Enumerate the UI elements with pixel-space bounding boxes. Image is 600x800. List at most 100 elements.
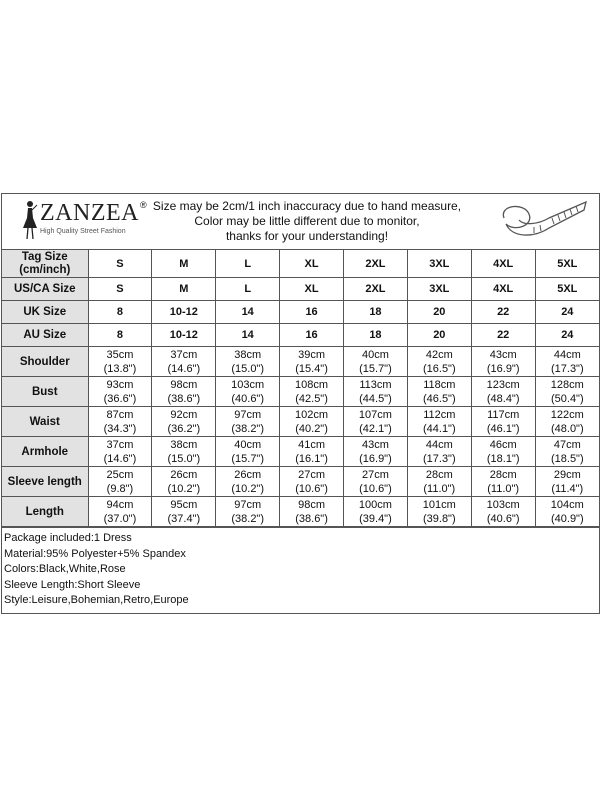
cm-value: 44cm bbox=[553, 348, 581, 361]
size-cell: XL bbox=[279, 250, 344, 278]
row-label: Waist bbox=[2, 406, 89, 437]
cm-value: 35cm bbox=[106, 348, 134, 361]
inch-value: (18.5") bbox=[550, 452, 584, 465]
cm-value: 98cm bbox=[170, 378, 198, 391]
measurement-cell: 27cm (10.6") bbox=[279, 466, 344, 497]
measurement-cell: 29cm (11.4") bbox=[534, 466, 599, 497]
cm-value: 103cm bbox=[231, 378, 265, 391]
size-cell: 22 bbox=[470, 323, 536, 347]
brand-logo: ZANZEA ® High Quality Street Fashion bbox=[22, 200, 157, 244]
cm-value: 38cm bbox=[234, 348, 262, 361]
inch-value: (38.6") bbox=[295, 512, 328, 525]
cm-value: 43cm bbox=[361, 438, 389, 451]
size-cell: 14 bbox=[215, 323, 281, 347]
measurement-cell: 100cm (39.4") bbox=[343, 496, 408, 527]
cm-value: 39cm bbox=[298, 348, 326, 361]
measurement-cell: 26cm (10.2") bbox=[215, 466, 281, 497]
cm-value: 113cm bbox=[359, 378, 392, 391]
cm-value: 37cm bbox=[170, 348, 198, 361]
inch-value: (17.3") bbox=[550, 362, 584, 375]
cm-value: 103cm bbox=[486, 498, 520, 511]
inch-value: (42.5") bbox=[295, 392, 328, 405]
size-cell: 8 bbox=[87, 323, 153, 347]
inch-value: (10.6") bbox=[295, 482, 328, 495]
measurement-cell: 122cm (48.0") bbox=[534, 406, 599, 437]
measurement-cell: 102cm (40.2") bbox=[279, 406, 344, 437]
measurement-cell: 93cm (36.6") bbox=[87, 376, 153, 407]
brand-name: ZANZEA bbox=[40, 200, 139, 226]
cm-value: 97cm bbox=[234, 498, 262, 511]
cm-value: 28cm bbox=[489, 468, 517, 481]
measurement-cell: 97cm (38.2") bbox=[215, 406, 281, 437]
info-line: Material:95% Polyester+5% Spandex bbox=[4, 547, 186, 560]
inch-value: (39.8") bbox=[422, 512, 456, 525]
cm-value: 98cm bbox=[298, 498, 326, 511]
size-cell: 4XL bbox=[470, 250, 536, 278]
measurement-row: Bust 93cm (36.6") 98cm (38.6") 103cm (40.6") 10… bbox=[2, 376, 599, 407]
inch-value: (15.4") bbox=[295, 362, 328, 375]
measurement-cell: 35cm (13.8") bbox=[87, 346, 153, 377]
size-cell: 5XL bbox=[534, 250, 599, 278]
inch-value: (15.7") bbox=[359, 362, 392, 375]
inch-value: (10.2") bbox=[167, 482, 201, 495]
brand-text: ZANZEA ® High Quality Street Fashion bbox=[40, 200, 147, 236]
size-cell: S bbox=[87, 250, 153, 278]
cm-value: 108cm bbox=[295, 378, 329, 391]
measurement-cell: 47cm (18.5") bbox=[534, 436, 599, 467]
measurement-row: Armhole 37cm (14.6") 38cm (15.0") 40cm (15.7")… bbox=[2, 436, 599, 467]
measurement-notice: Size may be 2cm/1 inch inaccuracy due to… bbox=[142, 199, 472, 244]
inch-value: (38.6") bbox=[167, 392, 201, 405]
size-cell: M bbox=[151, 250, 217, 278]
cm-value: 40cm bbox=[361, 348, 389, 361]
measurement-cell: 42cm (16.5") bbox=[406, 346, 472, 377]
measurement-cell: 104cm (40.9") bbox=[534, 496, 599, 527]
measurement-cell: 38cm (15.0") bbox=[215, 346, 281, 377]
chart-header: ZANZEA ® High Quality Street Fashion Siz… bbox=[2, 194, 599, 250]
row-label: Bust bbox=[2, 376, 89, 407]
inch-value: (40.6") bbox=[486, 512, 520, 525]
size-table: Tag Size (cm/inch) S M L XL 2XL 3XL 4XL 5XL US/CA… bbox=[2, 250, 599, 527]
size-cell: 20 bbox=[406, 323, 472, 347]
inch-value: (36.6") bbox=[103, 392, 137, 405]
cm-value: 27cm bbox=[361, 468, 389, 481]
size-row: AU Size 8 10-12 14 16 18 20 22 24 bbox=[2, 323, 599, 347]
measurement-cell: 27cm (10.6") bbox=[343, 466, 408, 497]
cm-value: 47cm bbox=[553, 438, 581, 451]
measurement-cell: 113cm (44.5") bbox=[343, 376, 408, 407]
measurement-cell: 37cm (14.6") bbox=[87, 436, 153, 467]
inch-value: (38.2") bbox=[231, 512, 264, 525]
measurement-cell: 103cm (40.6") bbox=[470, 496, 536, 527]
cm-value: 93cm bbox=[106, 378, 134, 391]
cm-value: 112cm bbox=[423, 408, 456, 421]
measurement-cell: 112cm (44.1") bbox=[406, 406, 472, 437]
measurement-row: Shoulder 35cm (13.8") 37cm (14.6") 38cm (15.0"… bbox=[2, 346, 599, 377]
cm-value: 26cm bbox=[170, 468, 198, 481]
measuring-tape-icon bbox=[502, 200, 587, 236]
measurement-cell: 128cm (50.4") bbox=[534, 376, 599, 407]
inch-value: (46.1") bbox=[486, 422, 520, 435]
measurement-cell: 28cm (11.0") bbox=[406, 466, 472, 497]
size-cell: 2XL bbox=[343, 250, 408, 278]
measurement-cell: 44cm (17.3") bbox=[406, 436, 472, 467]
measurement-cell: 38cm (15.0") bbox=[151, 436, 217, 467]
measurement-cell: 46cm (18.1") bbox=[470, 436, 536, 467]
woman-silhouette-icon bbox=[23, 201, 38, 240]
inch-value: (40.2") bbox=[295, 422, 328, 435]
measurement-cell: 97cm (38.2") bbox=[215, 496, 281, 527]
cm-value: 37cm bbox=[106, 438, 134, 451]
inch-value: (39.4") bbox=[359, 512, 392, 525]
inch-value: (10.6") bbox=[359, 482, 392, 495]
inch-value: (40.9") bbox=[550, 512, 584, 525]
inch-value: (34.3") bbox=[103, 422, 137, 435]
inch-value: (48.4") bbox=[486, 392, 520, 405]
inch-value: (10.2") bbox=[231, 482, 264, 495]
measurement-cell: 25cm (9.8") bbox=[87, 466, 153, 497]
measurement-row: Length 94cm (37.0") 95cm (37.4") 97cm (38.2") 9… bbox=[2, 496, 599, 527]
measurement-cell: 94cm (37.0") bbox=[87, 496, 153, 527]
cm-value: 118cm bbox=[423, 378, 456, 391]
size-cell: M bbox=[151, 277, 217, 301]
cm-value: 46cm bbox=[489, 438, 517, 451]
notice-line: thanks for your understanding! bbox=[225, 229, 389, 243]
cm-value: 122cm bbox=[550, 408, 584, 421]
cm-value: 27cm bbox=[298, 468, 326, 481]
